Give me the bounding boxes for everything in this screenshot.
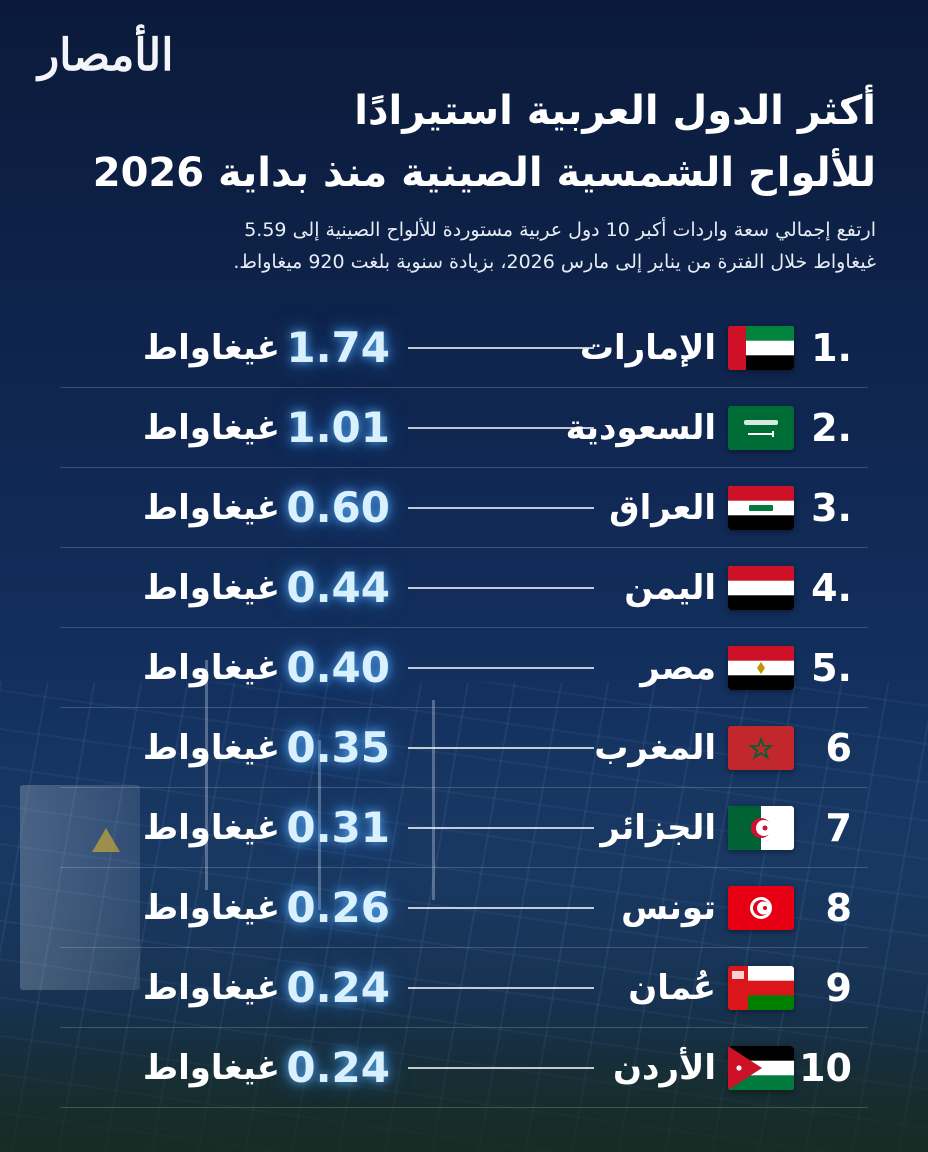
capacity-value: 0.31 bbox=[286, 803, 390, 852]
unit-label: غيغاواط bbox=[142, 328, 280, 368]
connector-line bbox=[408, 587, 594, 589]
table-row: 5. مصر 0.40 غيغاواط bbox=[40, 628, 888, 708]
row-divider bbox=[60, 947, 868, 948]
rank-number: 2. bbox=[811, 406, 852, 450]
table-row: 1. الإمارات 1.74 غيغاواط bbox=[40, 308, 888, 388]
subtitle-line-1: ارتفع إجمالي سعة واردات أكبر 10 دول عربي… bbox=[244, 219, 876, 241]
table-row: 4. اليمن 0.44 غيغاواط bbox=[40, 548, 888, 628]
row-divider bbox=[60, 707, 868, 708]
row-divider bbox=[60, 867, 868, 868]
connector-line bbox=[408, 347, 594, 349]
wind-turbine-center bbox=[432, 700, 435, 900]
country-name: المغرب bbox=[594, 728, 716, 768]
title-line-1: أكثر الدول العربية استيرادًا bbox=[354, 88, 876, 134]
table-row: 3. العراق 0.60 غيغاواط bbox=[40, 468, 888, 548]
rank-number: 5. bbox=[811, 646, 852, 690]
jordan-flag-icon bbox=[728, 1046, 794, 1090]
connector-line bbox=[408, 987, 594, 989]
country-name: الجزائر bbox=[600, 808, 716, 848]
connector-line bbox=[408, 667, 594, 669]
capacity-value: 0.24 bbox=[286, 1043, 390, 1092]
egypt-flag-icon bbox=[728, 646, 794, 690]
row-divider bbox=[60, 787, 868, 788]
subtitle-line-2: غيغاواط خلال الفترة من يناير إلى مارس 20… bbox=[233, 251, 876, 273]
row-divider bbox=[60, 1027, 868, 1028]
unit-label: غيغاواط bbox=[142, 1048, 280, 1088]
country-name: عُمان bbox=[628, 968, 716, 1008]
row-divider bbox=[60, 467, 868, 468]
row-divider bbox=[60, 627, 868, 628]
inverter-cabinet-illustration bbox=[20, 785, 140, 990]
unit-label: غيغاواط bbox=[142, 968, 280, 1008]
chart-title: أكثر الدول العربية استيرادًا للألواح الش… bbox=[76, 80, 876, 204]
title-line-2: للألواح الشمسية الصينية منذ بداية 2026 bbox=[92, 150, 876, 196]
chart-subtitle: ارتفع إجمالي سعة واردات أكبر 10 دول عربي… bbox=[56, 214, 876, 278]
table-row: 9 عُمان 0.24 غيغاواط bbox=[40, 948, 888, 1028]
tunisia-flag-icon bbox=[728, 886, 794, 930]
capacity-value: 0.26 bbox=[286, 883, 390, 932]
connector-line bbox=[408, 907, 594, 909]
capacity-value: 0.35 bbox=[286, 723, 390, 772]
row-divider bbox=[60, 1107, 868, 1108]
table-row: 7 الجزائر 0.31 غيغاواط bbox=[40, 788, 888, 868]
wind-turbine-left bbox=[205, 660, 208, 890]
rank-number: 10 bbox=[799, 1046, 852, 1090]
wind-turbine-right bbox=[318, 740, 321, 910]
connector-line bbox=[408, 747, 594, 749]
country-name: الإمارات bbox=[579, 328, 716, 368]
unit-label: غيغاواط bbox=[142, 408, 280, 448]
capacity-value: 0.40 bbox=[286, 643, 390, 692]
country-name: العراق bbox=[609, 488, 716, 528]
morocco-flag-icon bbox=[728, 726, 794, 770]
country-name: اليمن bbox=[624, 568, 716, 608]
row-divider bbox=[60, 387, 868, 388]
uae-flag-icon bbox=[728, 326, 794, 370]
saudi-flag-icon bbox=[728, 406, 794, 450]
connector-line bbox=[408, 427, 594, 429]
unit-label: غيغاواط bbox=[142, 728, 280, 768]
table-row: 6 المغرب 0.35 غيغاواط bbox=[40, 708, 888, 788]
rank-number: 4. bbox=[811, 566, 852, 610]
capacity-value: 0.44 bbox=[286, 563, 390, 612]
country-name: تونس bbox=[621, 888, 716, 928]
capacity-value: 1.01 bbox=[286, 403, 390, 452]
rank-number: 6 bbox=[825, 726, 852, 770]
rank-number: 7 bbox=[825, 806, 852, 850]
unit-label: غيغاواط bbox=[142, 808, 280, 848]
table-row: 2. السعودية 1.01 غيغاواط bbox=[40, 388, 888, 468]
brand-logo: الأمصار bbox=[38, 30, 174, 81]
iraq-flag-icon bbox=[728, 486, 794, 530]
capacity-value: 0.60 bbox=[286, 483, 390, 532]
connector-line bbox=[408, 507, 594, 509]
yemen-flag-icon bbox=[728, 566, 794, 610]
rank-number: 1. bbox=[811, 326, 852, 370]
unit-label: غيغاواط bbox=[142, 648, 280, 688]
unit-label: غيغاواط bbox=[142, 568, 280, 608]
warning-sign-icon bbox=[92, 828, 120, 852]
capacity-value: 0.24 bbox=[286, 963, 390, 1012]
row-divider bbox=[60, 547, 868, 548]
rank-number: 8 bbox=[825, 886, 852, 930]
country-name: الأردن bbox=[612, 1048, 716, 1088]
table-row: 8 تونس 0.26 غيغاواط bbox=[40, 868, 888, 948]
connector-line bbox=[408, 1067, 594, 1069]
oman-flag-icon bbox=[728, 966, 794, 1010]
connector-line bbox=[408, 827, 594, 829]
algeria-flag-icon bbox=[728, 806, 794, 850]
table-row: 10 الأردن 0.24 غيغاواط bbox=[40, 1028, 888, 1108]
unit-label: غيغاواط bbox=[142, 888, 280, 928]
unit-label: غيغاواط bbox=[142, 488, 280, 528]
rank-number: 9 bbox=[825, 966, 852, 1010]
rank-number: 3. bbox=[811, 486, 852, 530]
capacity-value: 1.74 bbox=[286, 323, 390, 372]
country-name: مصر bbox=[640, 648, 716, 688]
